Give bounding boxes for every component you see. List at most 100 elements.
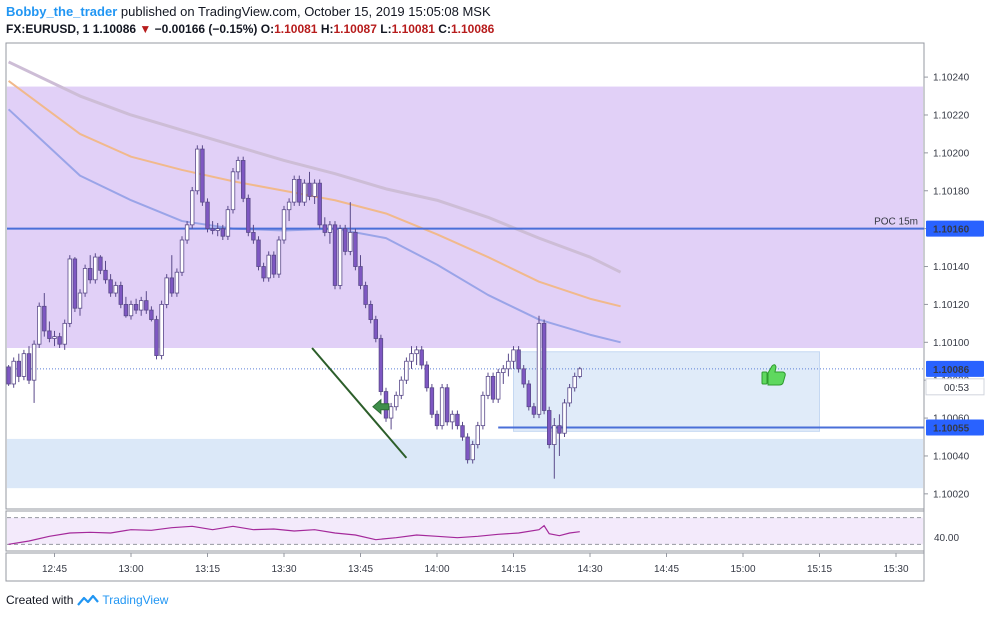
- candle-body: [42, 305, 47, 332]
- candle-body: [312, 182, 317, 197]
- candle: [455, 410, 460, 430]
- y-tick-label: 1.10180: [933, 186, 970, 197]
- candle-body: [506, 360, 511, 370]
- candle: [511, 346, 516, 369]
- low-label: L:: [380, 22, 392, 36]
- candle: [526, 380, 531, 411]
- y-tick-label: 1.10200: [933, 148, 970, 159]
- candle: [393, 391, 399, 411]
- candle-body: [572, 375, 577, 389]
- candle-body: [460, 425, 465, 438]
- candle-body: [526, 383, 531, 408]
- candle-body: [72, 258, 78, 309]
- tradingview-link[interactable]: TradingView: [77, 593, 168, 607]
- rsi-axis-label: 40.00: [934, 533, 959, 544]
- close-value: 1.10086: [450, 22, 495, 36]
- candle: [286, 198, 292, 222]
- y-tick-label: 1.10140: [933, 262, 970, 273]
- candle: [358, 255, 363, 290]
- candle-body: [399, 379, 404, 396]
- candle-body: [332, 224, 338, 286]
- open-value: 1.10081: [274, 22, 318, 36]
- y-tick-label: 1.10120: [933, 300, 970, 311]
- candle-body: [317, 182, 322, 226]
- zone-blue-lower: [7, 438, 923, 489]
- candle-body: [118, 285, 123, 305]
- candle-body: [429, 387, 435, 415]
- candle-body: [195, 148, 200, 192]
- author-name[interactable]: Bobby_the_trader: [6, 4, 118, 19]
- candle: [215, 222, 220, 237]
- candle-body: [337, 228, 343, 286]
- candle-body: [495, 372, 501, 400]
- y-tick-label: 1.10100: [933, 338, 970, 349]
- candle-body: [281, 209, 287, 241]
- candle: [302, 179, 307, 206]
- candle-body: [230, 171, 236, 211]
- symbol-legend: FX:EURUSD, 1 1.10086 ▼ −0.00166 (−0.15%)…: [6, 22, 494, 36]
- candle: [291, 175, 297, 206]
- arrow-left-icon[interactable]: [372, 398, 390, 415]
- candle: [536, 315, 542, 419]
- candle: [133, 298, 139, 314]
- x-tick-label: 13:30: [271, 564, 296, 575]
- candle-body: [547, 410, 552, 445]
- candle-body: [521, 368, 526, 385]
- y-tick-label: 1.10060: [933, 414, 970, 425]
- candle-body: [164, 277, 169, 305]
- candle-body: [327, 224, 333, 233]
- candle: [552, 418, 557, 479]
- trendline[interactable]: [311, 347, 408, 459]
- candle-body: [480, 394, 486, 427]
- candle: [195, 145, 200, 195]
- candle: [184, 221, 190, 244]
- candle: [312, 179, 317, 205]
- candle: [327, 221, 333, 244]
- tradingview-logo-icon: [77, 594, 100, 606]
- open-label: O:: [260, 22, 275, 36]
- x-tick-label: 15:30: [883, 564, 908, 575]
- candle-body: [251, 232, 256, 241]
- candle: [67, 255, 72, 328]
- candle-body: [470, 444, 475, 461]
- candle-body: [378, 338, 384, 392]
- candle: [82, 264, 88, 297]
- thumbs-up-icon[interactable]: [761, 364, 786, 386]
- price-badge-last: [926, 360, 984, 377]
- x-tick-label: 14:45: [654, 564, 679, 575]
- candle-body: [210, 228, 215, 231]
- candle-body: [235, 160, 241, 173]
- candle-body: [409, 353, 414, 362]
- candle: [373, 315, 378, 343]
- candle: [235, 156, 241, 180]
- candle: [521, 365, 526, 388]
- candle: [378, 334, 384, 396]
- candle: [567, 383, 572, 407]
- candle: [271, 251, 276, 278]
- moving-average-gray: [7, 60, 622, 274]
- candle: [506, 353, 511, 377]
- candle: [485, 372, 491, 400]
- candle-body: [128, 304, 134, 317]
- candle-body: [62, 322, 67, 345]
- candle-body: [31, 343, 37, 381]
- candle-body: [475, 425, 480, 445]
- candle: [42, 293, 47, 337]
- x-tick-label: 13:15: [195, 564, 220, 575]
- candle-body: [26, 353, 32, 381]
- y-tick-label: 1.10220: [933, 110, 970, 121]
- candle: [429, 383, 435, 419]
- price-badge-line-0-text: 1.10160: [933, 225, 970, 236]
- candle-body: [536, 322, 542, 415]
- candle-body: [450, 413, 455, 423]
- tradingview-brand: TradingView: [102, 593, 169, 607]
- candle: [240, 156, 246, 203]
- price-badge-line-1: [926, 419, 984, 436]
- candle: [531, 402, 537, 419]
- candle: [154, 315, 159, 360]
- candle: [77, 289, 83, 316]
- candle: [414, 346, 419, 366]
- candle: [31, 340, 37, 403]
- candle: [399, 376, 404, 400]
